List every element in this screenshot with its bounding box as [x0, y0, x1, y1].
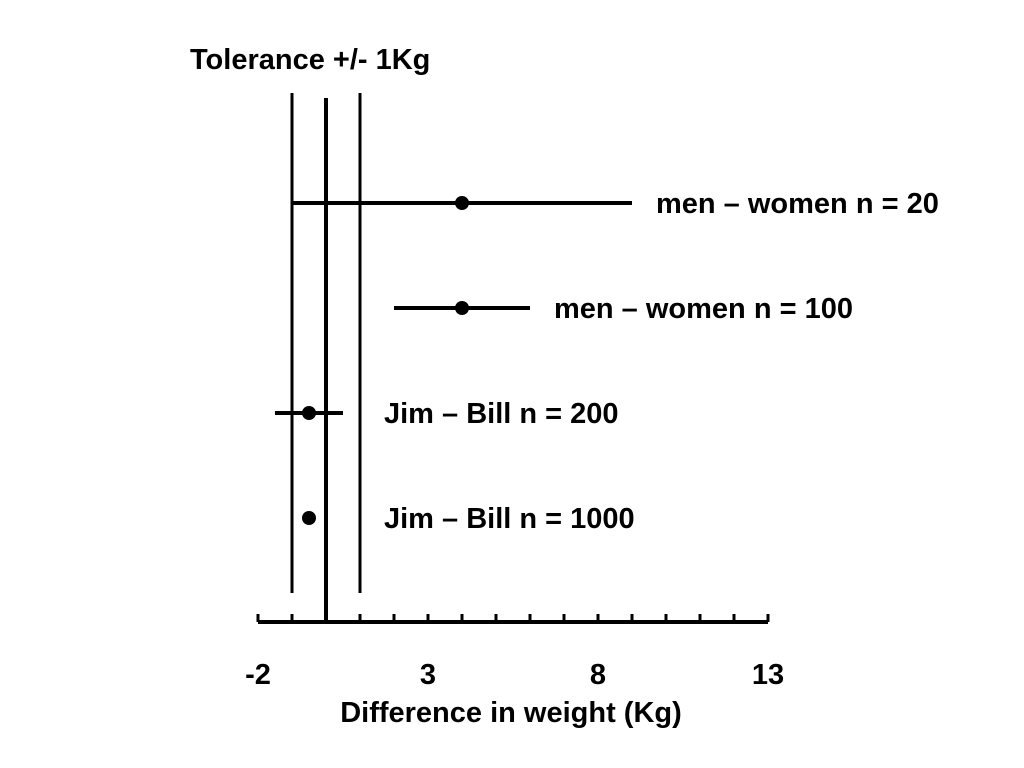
point-estimate — [302, 511, 316, 525]
x-tick-label: 13 — [752, 659, 784, 691]
series-label: Jim – Bill n = 200 — [384, 398, 619, 430]
chart-title: Tolerance +/- 1Kg — [190, 44, 430, 76]
tolerance-lines — [290, 93, 362, 622]
x-tick-label: -2 — [245, 659, 271, 691]
x-axis: -2 3 8 13 — [245, 614, 784, 691]
point-estimate — [455, 301, 469, 315]
series-label: men – women n = 100 — [554, 293, 853, 325]
series-layer: men – women n = 20 men – women n = 100 Jim… — [275, 188, 939, 535]
point-estimate — [302, 406, 316, 420]
series-label: men – women n = 20 — [656, 188, 939, 220]
series-label: Jim – Bill n = 1000 — [384, 503, 635, 535]
x-axis-label: Difference in weight (Kg) — [340, 697, 682, 729]
x-tick-label: 8 — [590, 659, 606, 691]
point-estimate — [455, 196, 469, 210]
x-tick-label: 3 — [420, 659, 436, 691]
